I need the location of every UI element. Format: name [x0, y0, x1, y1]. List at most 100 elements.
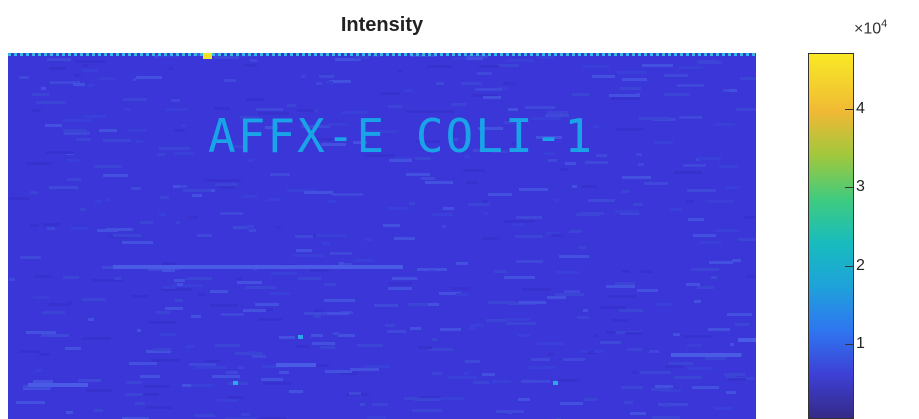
heatmap-cell: [711, 276, 717, 279]
heatmap-cell: [463, 169, 485, 172]
heatmap-cell: [506, 318, 530, 321]
heatmap-cell: [245, 225, 254, 228]
heatmap-cell: [82, 337, 111, 340]
heatmap-cell: [245, 286, 276, 289]
heatmap-cell: [674, 171, 702, 174]
heatmap-cell: [215, 183, 238, 186]
top-row-cell: [386, 53, 389, 56]
heatmap-cell: [124, 108, 131, 111]
heatmap-cell: [177, 283, 183, 286]
heatmap-cell: [293, 254, 324, 257]
top-row-cell: [512, 53, 515, 56]
heatmap-cell: [289, 390, 303, 393]
heatmap-cell: [738, 238, 756, 241]
heatmap-cell: [189, 216, 198, 219]
colorbar-exponent: ×104: [854, 18, 887, 38]
heatmap-cell: [683, 164, 706, 167]
heatmap-cell: [66, 411, 73, 414]
heatmap-cell: [67, 301, 72, 304]
heatmap-cell: [173, 152, 195, 155]
heatmap-cell: [279, 336, 295, 339]
heatmap-cell: [328, 200, 336, 203]
top-row-cell: [440, 53, 443, 56]
heatmap-cell: [688, 218, 704, 221]
heatmap-cell: [94, 165, 122, 168]
heatmap-cell: [365, 238, 372, 241]
colorbar-tick-label: 4: [856, 100, 865, 117]
top-row-cell: [644, 53, 647, 56]
top-row-cell: [614, 53, 617, 56]
heatmap-cell: [730, 343, 734, 346]
heatmap-cell: [677, 84, 704, 87]
heatmap-cell: [491, 150, 508, 153]
heatmap-cell: [483, 96, 501, 99]
heatmap-cell: [636, 153, 642, 156]
top-row-cell: [218, 53, 221, 56]
heatmap-cell: [195, 366, 226, 369]
heatmap-cell: [47, 58, 71, 61]
heatmap-cell: [572, 93, 589, 96]
top-row-cell: [80, 53, 83, 56]
heatmap-cell: [519, 301, 546, 304]
heatmap-cell: [544, 152, 554, 155]
heatmap-cell: [559, 255, 589, 258]
heatmap-cell: [723, 89, 732, 92]
heatmap-cell: [725, 375, 735, 378]
heatmap-cell: [84, 115, 106, 118]
top-row-cell: [626, 53, 629, 56]
heatmap-cell: [432, 213, 453, 216]
heatmap-cell: [261, 378, 283, 381]
heatmap-cell: [492, 380, 511, 383]
heatmap-cell: [381, 92, 400, 95]
heatmap-cell: [229, 179, 241, 182]
heatmap-cell: [296, 345, 309, 348]
heatmap-cell: [258, 318, 282, 321]
heatmap-cell: [252, 355, 266, 358]
heatmap-cell: [439, 292, 461, 295]
top-row-cell: [20, 53, 23, 56]
heatmap-cell: [304, 191, 333, 194]
heatmap-cell: [620, 87, 641, 90]
heatmap-cell: [74, 74, 81, 77]
heatmap-cell: [640, 371, 671, 374]
heatmap-cell: [86, 389, 112, 392]
heatmap-cell: [247, 159, 254, 162]
top-row-cell: [530, 53, 533, 56]
heatmap-cell: [715, 229, 740, 232]
heatmap-cell: [412, 409, 442, 412]
heatmap-cell: [198, 293, 205, 296]
heatmap-cell: [319, 75, 334, 78]
heatmap-cell: [160, 333, 176, 336]
top-row-cell: [296, 53, 299, 56]
heatmap-cell: [214, 56, 239, 59]
heatmap-cell: [349, 392, 361, 395]
heatmap-cell: [255, 303, 279, 306]
heatmap-cell: [558, 379, 579, 382]
heatmap-cell: [569, 230, 582, 233]
heatmap-cell: [660, 389, 681, 392]
heatmap-cell: [332, 193, 363, 196]
heatmap-cell: [280, 53, 310, 56]
top-row-cell: [662, 53, 665, 56]
heatmap-cell: [679, 116, 702, 119]
heatmap-cell: [615, 282, 635, 285]
heatmap-cell: [525, 106, 555, 109]
heatmap-cell: [655, 385, 673, 388]
heatmap-cell: [473, 381, 489, 384]
heatmap-cell: [50, 81, 80, 84]
heatmap-cell: [579, 246, 587, 249]
heatmap-cell: [652, 416, 680, 419]
heatmap-cell: [724, 373, 745, 376]
top-row-cell: [32, 53, 35, 56]
heatmap-cell: [563, 358, 585, 361]
top-row-cell: [176, 53, 179, 56]
heatmap-cell: [19, 76, 29, 79]
heatmap-cell: [404, 397, 417, 400]
heatmap-cell: [296, 249, 312, 252]
heatmap-cell: [355, 259, 373, 262]
top-row-cell: [578, 53, 581, 56]
heatmap-streak: [671, 353, 741, 357]
heatmap-cell: [498, 64, 519, 67]
heatmap-cell: [641, 270, 652, 273]
heatmap-cell: [26, 331, 56, 334]
